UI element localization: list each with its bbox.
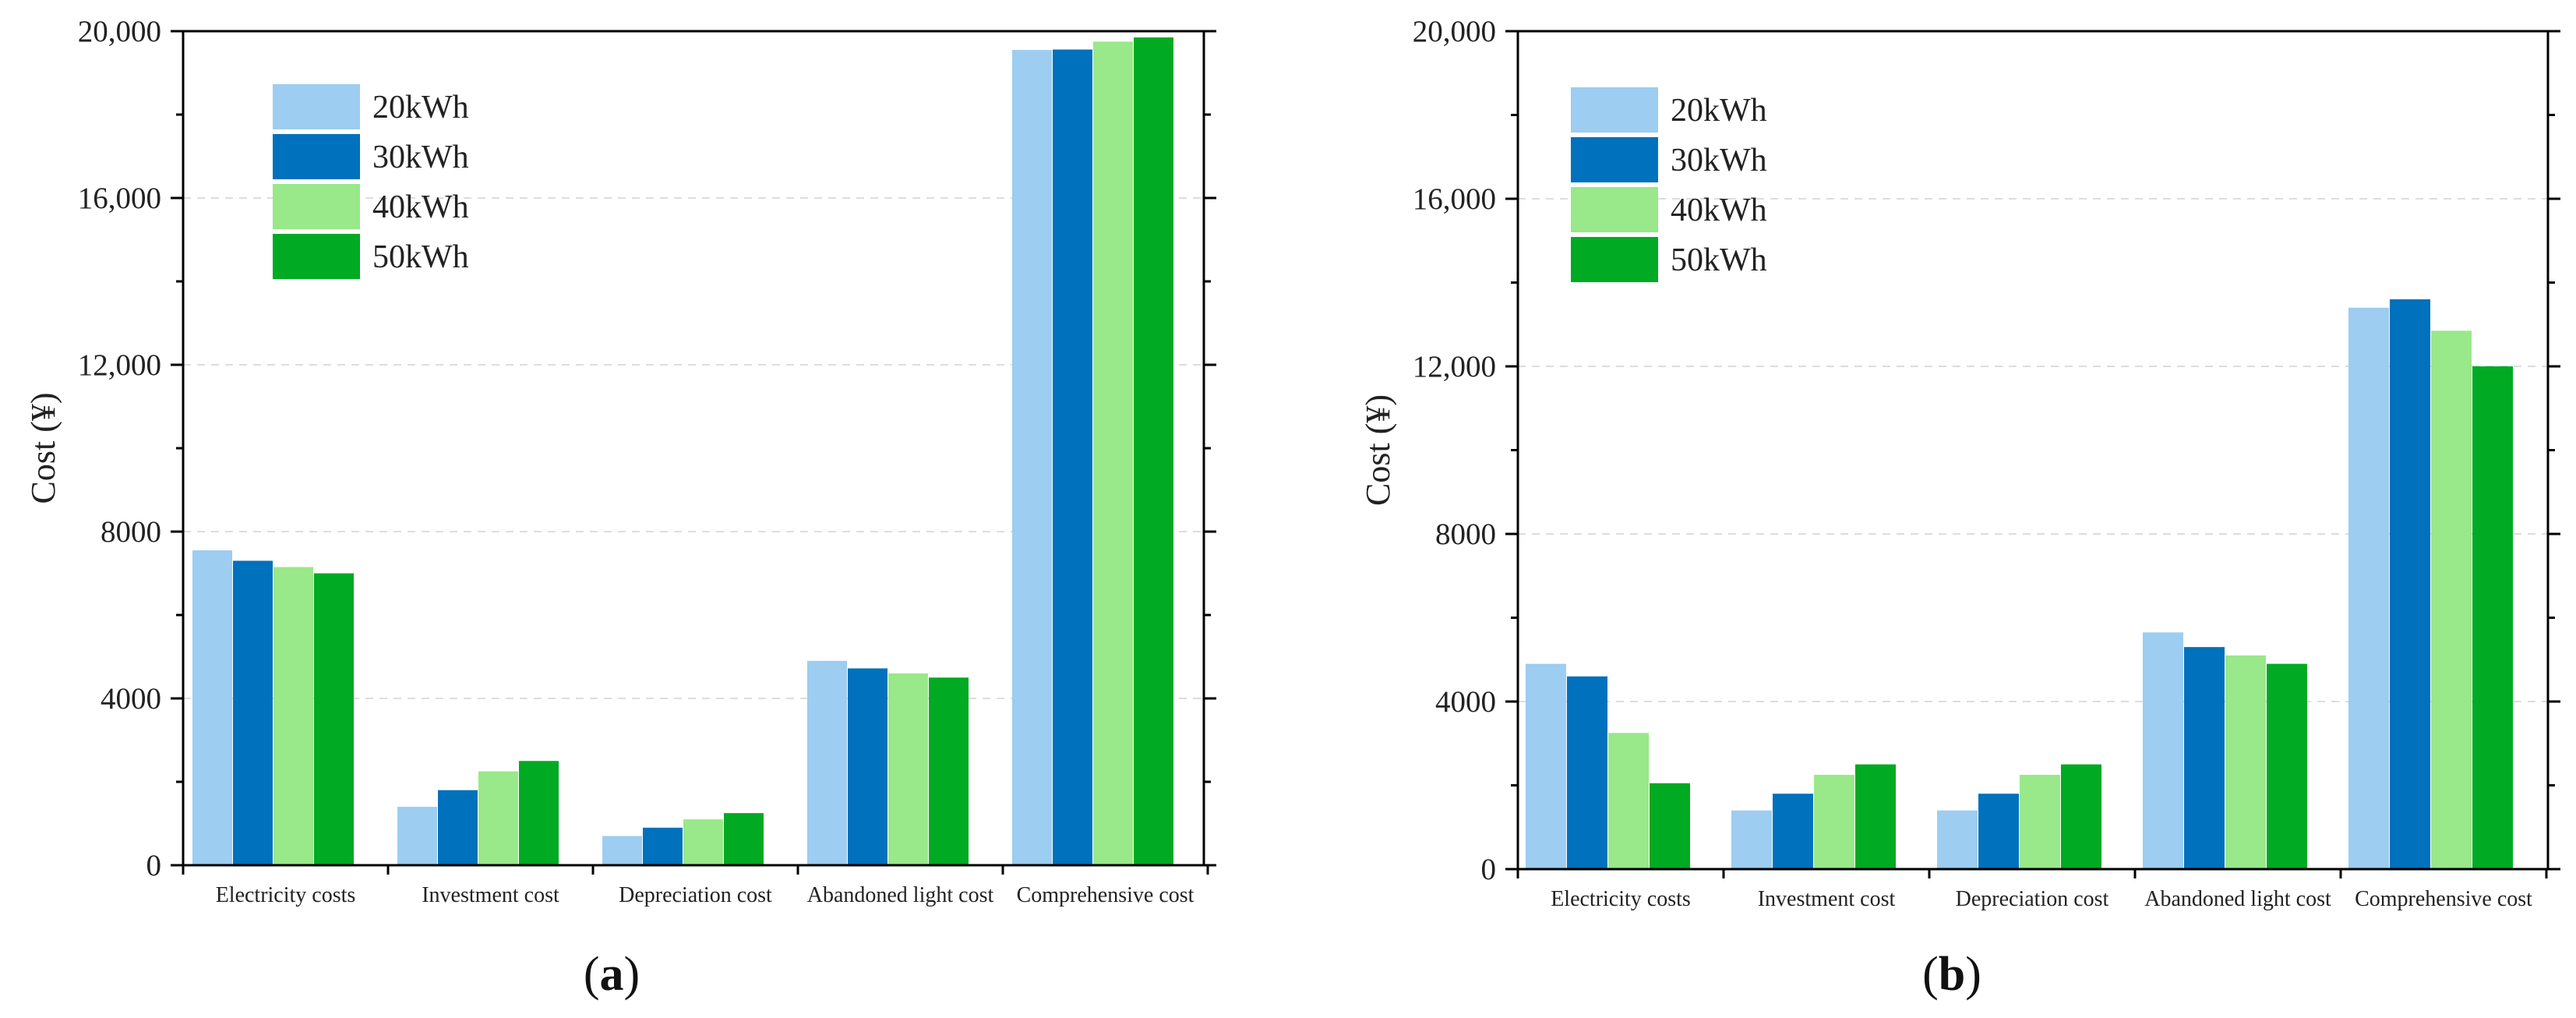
panel-label: (b) — [1922, 948, 1981, 1001]
bar — [1526, 663, 1566, 869]
y-tick-label: 0 — [1481, 853, 1497, 886]
panel-label-letter: a — [600, 948, 624, 1001]
panel-label-close: ) — [624, 948, 640, 1001]
bar — [929, 677, 969, 865]
bar — [2184, 647, 2225, 869]
bar — [478, 771, 518, 865]
panel-label: (a) — [584, 948, 640, 1001]
x-tick-label: Investment cost — [422, 883, 559, 907]
x-tick-label: Comprehensive cost — [2355, 887, 2532, 911]
legend-label: 30kWh — [1671, 143, 1767, 179]
panel-label-letter: b — [1939, 948, 1965, 1001]
legend-swatch — [273, 184, 360, 229]
bar — [888, 673, 928, 865]
bar — [2390, 299, 2430, 869]
bar — [1978, 794, 2019, 869]
legend-swatch — [1571, 187, 1658, 232]
panel-label-close: ) — [1965, 948, 1981, 1001]
bar — [1012, 50, 1052, 866]
y-tick-label: 8000 — [1435, 518, 1496, 551]
legend-swatch — [273, 84, 360, 129]
bar — [1608, 733, 1649, 869]
y-axis-label: Cost (¥) — [24, 393, 62, 504]
x-tick-label: Depreciation cost — [619, 883, 772, 907]
x-tick-label: Depreciation cost — [1956, 887, 2109, 911]
bar — [192, 550, 232, 865]
x-tick-label: Electricity costs — [1551, 887, 1691, 911]
bar — [2143, 632, 2183, 869]
y-tick-label: 8000 — [101, 515, 161, 549]
bar — [273, 567, 313, 865]
bar — [1937, 810, 1978, 869]
y-tick-label: 12,000 — [1413, 350, 1496, 384]
legend-label: 30kWh — [372, 140, 469, 175]
bar — [438, 790, 478, 865]
bar — [1134, 37, 1173, 865]
legend-swatch — [1571, 237, 1658, 282]
y-tick-label: 16,000 — [78, 182, 161, 215]
bar — [233, 560, 273, 865]
bar — [2348, 307, 2389, 869]
x-tick-label: Electricity costs — [216, 883, 356, 907]
bar — [1093, 41, 1133, 865]
bar — [643, 827, 683, 865]
bar — [1650, 783, 1690, 869]
legend-label: 20kWh — [1671, 93, 1767, 129]
bar — [2431, 330, 2472, 869]
bar — [397, 807, 437, 865]
bar — [1855, 764, 1896, 869]
legend-swatch — [1571, 87, 1658, 133]
bar — [519, 761, 559, 865]
legend-swatch — [273, 134, 360, 179]
chart-panel-b: Electricity costs Investment cost Deprecia… — [1359, 15, 2560, 1001]
bar — [1731, 810, 1772, 869]
bar — [2225, 655, 2266, 869]
chart-panel-a: Electricity costs Investment cost Deprecia… — [24, 15, 1216, 1001]
legend-swatch — [273, 234, 360, 279]
bar — [807, 660, 847, 865]
legend-label: 50kWh — [1671, 242, 1767, 278]
bar — [2267, 663, 2307, 869]
bar — [1053, 49, 1092, 865]
legend-label: 40kWh — [372, 189, 469, 225]
x-tick-label: Abandoned light cost — [2144, 887, 2331, 911]
bar — [724, 813, 764, 865]
y-tick-label: 20,000 — [1413, 15, 1496, 48]
x-tick-label: Investment cost — [1758, 887, 1896, 911]
bar — [1814, 775, 1854, 869]
bar — [1567, 676, 1607, 869]
panel-label-open: ( — [584, 948, 600, 1001]
bar — [2472, 366, 2513, 869]
legend-swatch — [1571, 137, 1658, 182]
bar — [2020, 775, 2060, 869]
bar — [602, 836, 642, 865]
y-tick-label: 16,000 — [1413, 182, 1496, 216]
bar — [2061, 764, 2101, 869]
y-tick-label: 0 — [146, 849, 162, 882]
legend-label: 20kWh — [372, 90, 469, 125]
y-tick-label: 4000 — [1435, 685, 1496, 719]
y-tick-label: 4000 — [101, 682, 161, 716]
bar — [683, 819, 723, 865]
y-axis-label: Cost (¥) — [1359, 394, 1397, 506]
legend-label: 40kWh — [1671, 193, 1767, 228]
bar — [848, 668, 887, 865]
x-tick-label: Comprehensive cost — [1017, 883, 1194, 907]
panel-label-open: ( — [1922, 948, 1939, 1001]
x-tick-label: Abandoned light cost — [807, 883, 994, 907]
bar — [1773, 794, 1813, 869]
y-tick-label: 20,000 — [78, 15, 161, 48]
legend-label: 50kWh — [372, 239, 469, 275]
y-tick-label: 12,000 — [78, 348, 161, 382]
bar — [314, 573, 354, 865]
